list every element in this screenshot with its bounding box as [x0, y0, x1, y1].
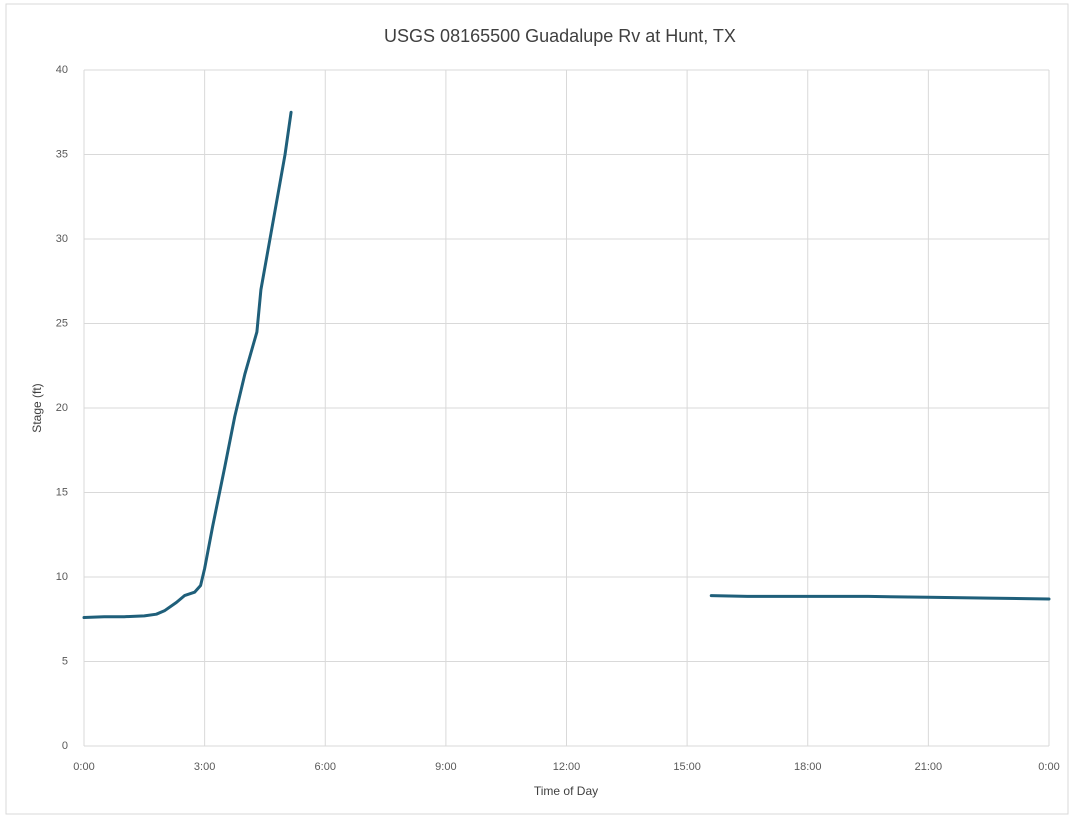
chart-title: USGS 08165500 Guadalupe Rv at Hunt, TX — [384, 26, 736, 46]
y-tick-label: 20 — [56, 402, 68, 414]
x-tick-label: 0:00 — [1038, 761, 1059, 773]
x-tick-label: 21:00 — [915, 761, 943, 773]
y-tick-label: 15 — [56, 486, 68, 498]
y-tick-label: 5 — [62, 655, 68, 667]
series-line — [82, 110, 1051, 620]
x-tick-label: 15:00 — [673, 761, 701, 773]
y-tick-label: 30 — [56, 233, 68, 245]
x-tick-label: 0:00 — [73, 761, 94, 773]
x-tick-label: 6:00 — [315, 761, 336, 773]
y-tick-label: 10 — [56, 571, 68, 583]
x-tick-label: 3:00 — [194, 761, 215, 773]
x-axis-title: Time of Day — [534, 784, 598, 798]
x-tick-label: 12:00 — [553, 761, 581, 773]
y-tick-label: 0 — [62, 740, 68, 752]
y-tick-label: 25 — [56, 317, 68, 329]
y-tick-label: 40 — [56, 64, 68, 76]
y-tick-label: 35 — [56, 148, 68, 160]
x-tick-label: 18:00 — [794, 761, 822, 773]
y-axis-title: Stage (ft) — [30, 383, 44, 432]
chart-frame — [5, 3, 1069, 815]
x-tick-label: 9:00 — [435, 761, 456, 773]
